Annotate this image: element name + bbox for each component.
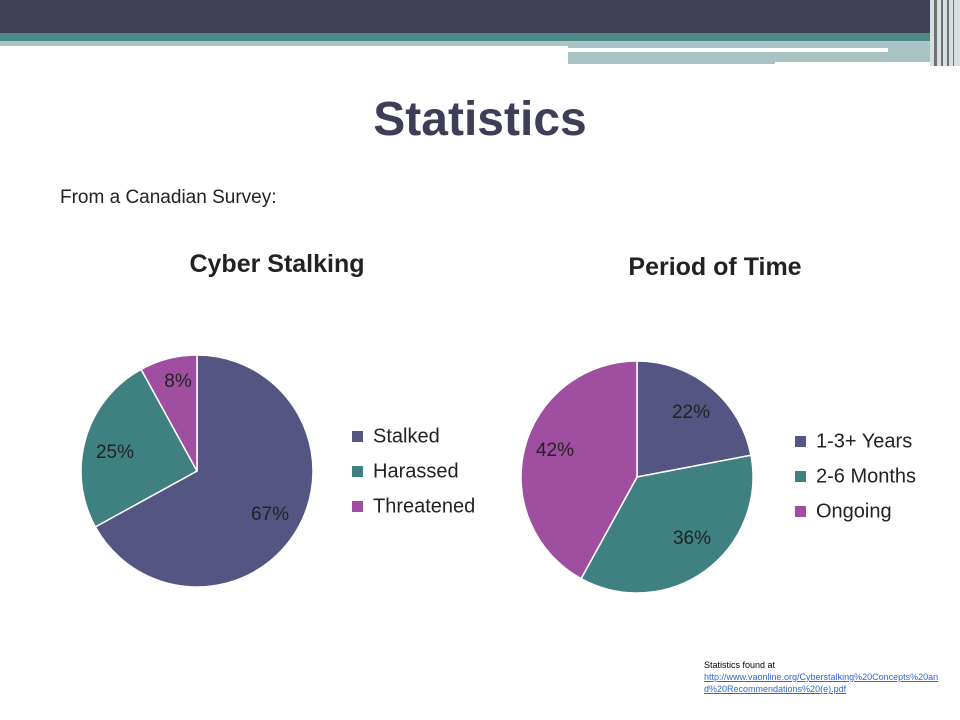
pie-slice-harassed <box>80 368 199 528</box>
data-label: 22% <box>672 402 710 423</box>
banner-right-line-4 <box>953 0 954 66</box>
data-label: 42% <box>536 440 574 461</box>
data-label: 67% <box>251 504 289 525</box>
legend-swatch <box>795 471 806 482</box>
legend-swatch <box>795 506 806 517</box>
pie-slice-stalked <box>94 354 314 588</box>
header-banner <box>0 0 960 66</box>
banner-right-line-2 <box>941 0 943 66</box>
legend-label: Ongoing <box>816 500 892 522</box>
legend-label: Harassed <box>373 460 459 482</box>
chart-title: Period of Time <box>628 253 801 281</box>
legend-swatch <box>352 466 363 477</box>
banner-dark-bar <box>0 0 930 33</box>
banner-teal-bar <box>0 33 930 41</box>
legend-label: Stalked <box>373 425 440 447</box>
legend-swatch <box>795 436 806 447</box>
pie-slice-2-6-months <box>580 454 754 594</box>
source-note: Statistics found at http://www.vaonline.… <box>704 659 940 695</box>
banner-light-block <box>568 41 930 64</box>
data-label: 8% <box>164 371 192 392</box>
legend-swatch <box>352 501 363 512</box>
banner-light-bar <box>0 41 568 46</box>
pie-slice-ongoing <box>520 360 638 580</box>
banner-right-line-1 <box>934 0 937 66</box>
slide-subtitle: From a Canadian Survey: <box>60 187 277 208</box>
chart-title: Cyber Stalking <box>189 250 364 278</box>
pie-slice-threatened <box>140 354 198 472</box>
data-label: 36% <box>673 528 711 549</box>
legend-swatch <box>352 431 363 442</box>
legend-label: 2-6 Months <box>816 465 916 487</box>
source-label: Statistics found at <box>704 660 776 670</box>
pie-slice-1-3-years <box>636 360 752 478</box>
banner-white-stripe <box>568 48 888 52</box>
banner-white-notch <box>775 62 930 66</box>
source-link[interactable]: http://www.vaonline.org/Cyberstalking%20… <box>704 672 939 694</box>
data-label: 25% <box>96 442 134 463</box>
slide-title: Statistics <box>373 93 587 146</box>
legend-label: 1-3+ Years <box>816 430 912 452</box>
banner-right-line-3 <box>947 0 949 66</box>
legend-label: Threatened <box>373 495 475 517</box>
